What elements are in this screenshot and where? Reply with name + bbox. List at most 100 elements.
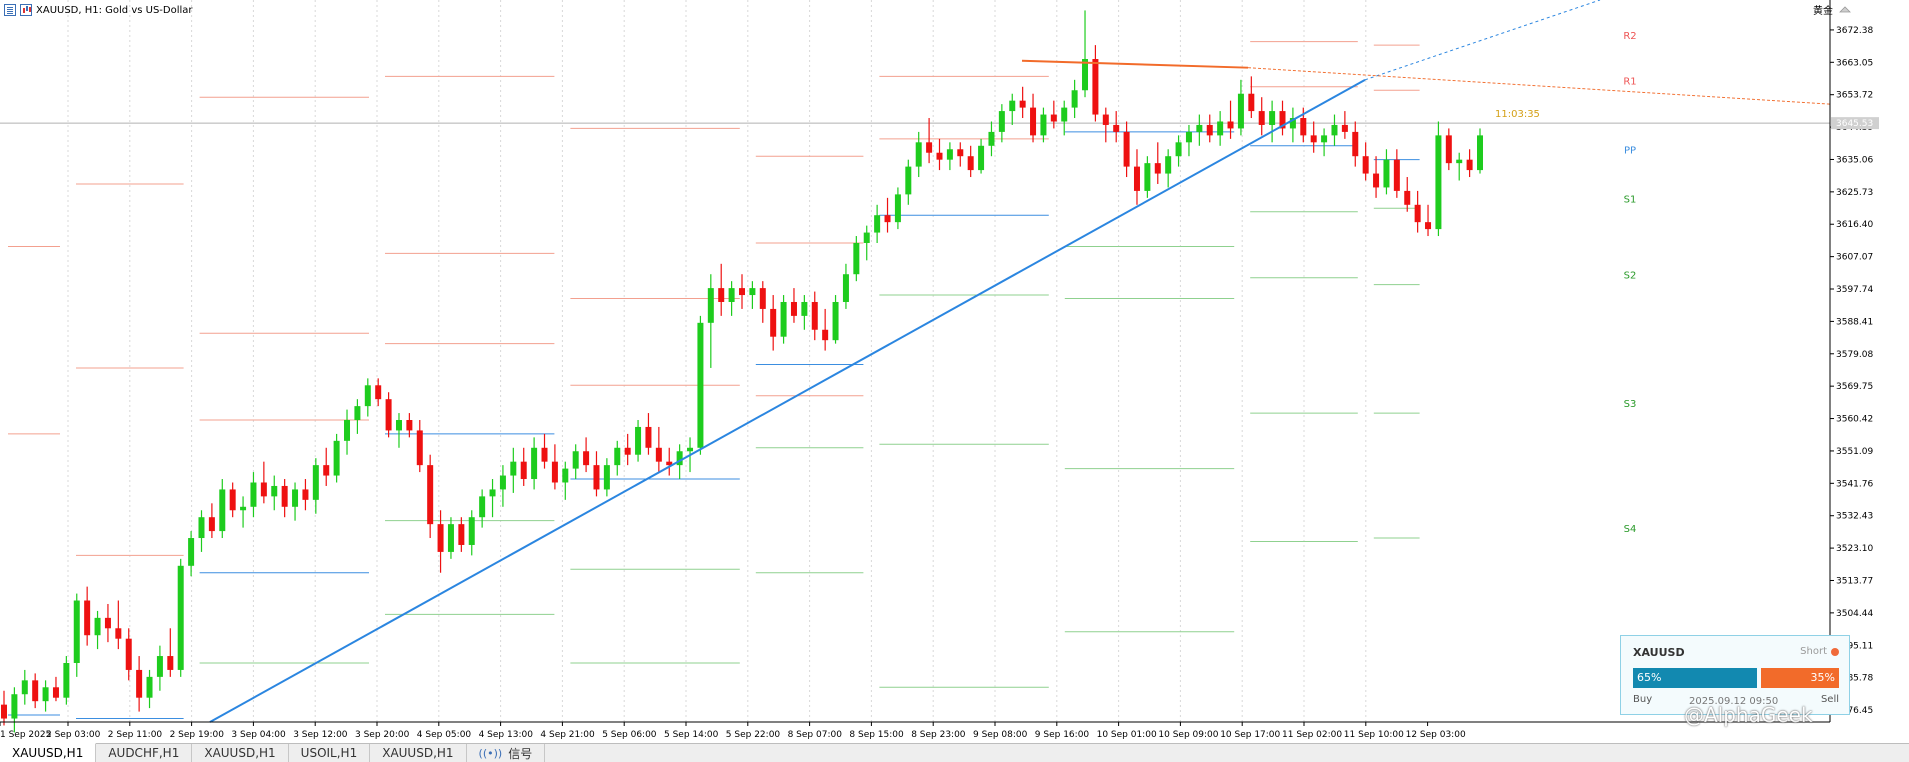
candle-body — [1362, 156, 1369, 174]
candle-body — [375, 385, 382, 400]
candle-body — [385, 399, 392, 431]
candle-body — [603, 465, 610, 490]
pivot-label-s2: S2 — [1624, 271, 1637, 282]
candle-body — [11, 694, 18, 719]
candle-body — [1237, 93, 1244, 129]
candle-body — [801, 301, 808, 316]
price-tick-label: 3485.78 — [1836, 674, 1873, 684]
widget-signal-text: Short — [1800, 646, 1827, 657]
candle-body — [790, 301, 797, 316]
candle-body — [167, 656, 174, 670]
candle-body — [427, 465, 434, 525]
time-tick-label: 11 Sep 10:00 — [1344, 730, 1404, 740]
price-tick-label: 3607.07 — [1836, 253, 1873, 263]
tab-xauusd-h1-2[interactable]: XAUUSD,H1 — [192, 744, 289, 762]
candle-body — [1206, 124, 1213, 136]
time-tick-label: 9 Sep 16:00 — [1035, 730, 1090, 740]
candle-body — [645, 426, 652, 448]
candle-body — [302, 489, 309, 500]
candle-body — [21, 680, 28, 695]
widget-date: 2025.09.12 09:50 — [1689, 696, 1779, 707]
time-tick-label: 12 Sep 03:00 — [1406, 730, 1466, 740]
candle-body — [1030, 107, 1037, 136]
candle-body — [1133, 166, 1140, 191]
time-tick-label: 5 Sep 22:00 — [726, 730, 781, 740]
tab-audchf-h1[interactable]: AUDCHF,H1 — [96, 744, 193, 762]
candle-body — [1113, 124, 1120, 132]
candle-body — [936, 152, 943, 160]
candle-body — [1071, 90, 1078, 108]
tab-signals[interactable]: ((•)) 信号 — [467, 744, 546, 762]
time-tick-label: 11 Sep 02:00 — [1282, 730, 1342, 740]
pivot-label-s3: S3 — [1624, 399, 1637, 410]
time-tick-label: 4 Sep 05:00 — [417, 730, 472, 740]
tab-usoil-h1[interactable]: USOIL,H1 — [289, 744, 371, 762]
buy-percentage-bar: 65% — [1633, 668, 1757, 688]
candle-body — [811, 301, 818, 330]
candle-body — [739, 288, 745, 296]
candle-body — [697, 322, 704, 448]
resistance-extension — [1247, 67, 1831, 105]
price-tick-label: 3504.44 — [1836, 609, 1873, 619]
candle-body — [551, 461, 558, 483]
pivot-label-s1: S1 — [1624, 194, 1637, 205]
trendline-extension — [1364, 0, 1601, 81]
chart-tabs: XAUUSD,H1 AUDCHF,H1 XAUUSD,H1 USOIL,H1 X… — [0, 743, 1909, 762]
candle-body — [832, 301, 839, 341]
candle-body — [676, 451, 683, 466]
candle-body — [1019, 100, 1026, 108]
tab-xauusd-h1-1[interactable]: XAUUSD,H1 — [0, 743, 97, 762]
candle-body — [188, 538, 195, 566]
candle-body — [63, 662, 70, 698]
candle-body — [1185, 131, 1192, 143]
candle-body — [957, 149, 964, 157]
symbol-chinese-label: 黄金 — [1813, 6, 1833, 17]
chart-title: XAUUSD, H1: Gold vs US-Dollar — [36, 4, 193, 16]
candle-body — [1321, 135, 1328, 143]
candle-body — [915, 142, 922, 167]
candle-body — [707, 288, 714, 323]
candle-body — [219, 489, 226, 532]
candle-body — [406, 420, 413, 431]
signal-dot-icon — [1831, 647, 1839, 656]
candle-body — [635, 426, 642, 455]
candle-body — [718, 288, 725, 302]
time-tick-label: 4 Sep 13:00 — [479, 730, 534, 740]
chart-icon[interactable] — [20, 4, 32, 16]
price-tick-label: 3672.38 — [1836, 26, 1873, 36]
hat-icon[interactable] — [1839, 5, 1851, 15]
candle-body — [240, 506, 247, 511]
candle-body — [1258, 111, 1265, 125]
price-tick-label: 3663.05 — [1836, 58, 1873, 68]
candle-body — [177, 565, 184, 670]
candle-body — [593, 465, 600, 490]
candle-body — [1477, 135, 1483, 171]
candle-body — [770, 308, 777, 337]
price-tick-label: 3523.10 — [1836, 544, 1873, 554]
list-icon[interactable] — [4, 4, 16, 16]
time-tick-label: 10 Sep 09:00 — [1158, 730, 1218, 740]
candle-body — [1300, 118, 1307, 136]
candle-body — [583, 451, 590, 466]
widget-symbol: XAUUSD — [1633, 646, 1685, 659]
candle-body — [42, 687, 49, 702]
candle-body — [395, 420, 402, 431]
candle-body — [1248, 93, 1255, 112]
candle-body — [115, 628, 122, 639]
time-tick-label: 10 Sep 17:00 — [1220, 730, 1280, 740]
candle-body — [281, 485, 288, 507]
candle-body — [520, 461, 527, 480]
sentiment-widget[interactable]: XAUUSD Short 65% 35% Buy 2025.09.12 09:5… — [1620, 635, 1850, 715]
candle-body — [687, 447, 694, 452]
candle-body — [333, 440, 340, 476]
time-tick-label: 2 Sep 19:00 — [170, 730, 225, 740]
candle-body — [364, 385, 371, 407]
candle-body — [510, 461, 517, 476]
price-tick-label: 3551.09 — [1836, 447, 1873, 457]
tab-signals-label: 信号 — [508, 746, 533, 761]
price-tick-label: 3476.45 — [1836, 706, 1873, 716]
candle-body — [156, 656, 163, 677]
price-tick-label: 3513.77 — [1836, 576, 1873, 586]
tab-xauusd-h1-3[interactable]: XAUUSD,H1 — [370, 744, 467, 762]
